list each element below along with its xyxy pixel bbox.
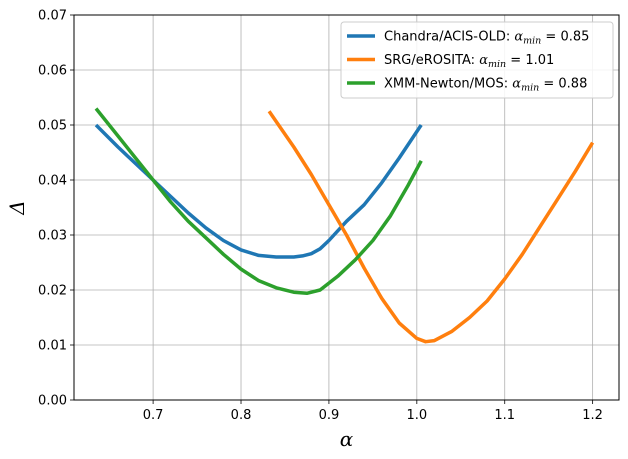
x-tick-label: 1.2 <box>582 408 603 423</box>
y-tick-label: 0.00 <box>38 394 67 409</box>
series-layer <box>94 107 595 344</box>
x-tick-label: 1.0 <box>406 408 427 423</box>
ticks: 0.7 0.8 0.9 1.0 1.1 1.2 0.00 0.01 0.02 0.03 0.04 0.… <box>38 9 603 424</box>
series-line <box>267 110 595 344</box>
series-line <box>94 107 423 296</box>
legend-entry: Chandra/ACIS-OLD: αmin = 0.85 <box>384 30 589 47</box>
legend-entry: XMM-Newton/MOS: αmin = 0.88 <box>384 77 587 94</box>
y-tick-label: 0.07 <box>38 9 67 24</box>
legend: Chandra/ACIS-OLD: αmin = 0.85 SRG/eROSITA… <box>340 21 614 99</box>
y-tick-label: 0.02 <box>38 284 67 299</box>
y-tick-label: 0.01 <box>38 339 67 354</box>
x-tick-label: 0.9 <box>319 408 340 423</box>
x-tick-label: 0.8 <box>231 408 252 423</box>
plot-frame <box>73 14 620 401</box>
y-tick-label: 0.06 <box>38 64 67 79</box>
y-tick-label: 0.03 <box>38 229 67 244</box>
y-axis-label: Δ <box>5 200 29 215</box>
legend-box <box>340 21 614 99</box>
legend-entry: SRG/eROSITA: αmin = 1.01 <box>384 53 554 70</box>
y-tick-label: 0.04 <box>38 174 67 189</box>
x-tick-label: 1.1 <box>494 408 515 423</box>
y-tick-label: 0.05 <box>38 119 67 134</box>
x-axis-label: α <box>340 427 354 451</box>
x-tick-label: 0.7 <box>143 408 164 423</box>
